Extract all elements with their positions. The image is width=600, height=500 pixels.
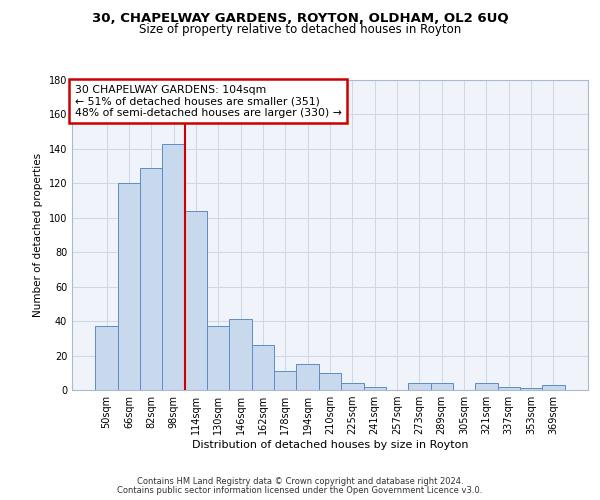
Bar (296, 364, 319, 390)
Bar (207, 326, 229, 390)
Text: Contains HM Land Registry data © Crown copyright and database right 2024.: Contains HM Land Registry data © Crown c… (137, 477, 463, 486)
Bar (475, 383, 497, 390)
Bar (229, 320, 252, 390)
Bar (140, 168, 163, 390)
Bar (185, 211, 207, 390)
Bar (319, 373, 341, 390)
Bar (364, 386, 386, 390)
Bar (118, 184, 140, 390)
Bar (520, 388, 542, 390)
Bar (95, 326, 118, 390)
Text: Contains public sector information licensed under the Open Government Licence v3: Contains public sector information licen… (118, 486, 482, 495)
Bar (163, 144, 185, 390)
Bar (497, 386, 520, 390)
Bar (252, 345, 274, 390)
Bar (542, 385, 565, 390)
Bar (274, 371, 296, 390)
Y-axis label: Number of detached properties: Number of detached properties (33, 153, 43, 317)
Text: Size of property relative to detached houses in Royton: Size of property relative to detached ho… (139, 22, 461, 36)
Text: 30, CHAPELWAY GARDENS, ROYTON, OLDHAM, OL2 6UQ: 30, CHAPELWAY GARDENS, ROYTON, OLDHAM, O… (92, 12, 508, 26)
Bar (408, 383, 431, 390)
Bar (341, 383, 364, 390)
X-axis label: Distribution of detached houses by size in Royton: Distribution of detached houses by size … (192, 440, 468, 450)
Bar (431, 383, 453, 390)
Text: 30 CHAPELWAY GARDENS: 104sqm
← 51% of detached houses are smaller (351)
48% of s: 30 CHAPELWAY GARDENS: 104sqm ← 51% of de… (74, 84, 341, 118)
